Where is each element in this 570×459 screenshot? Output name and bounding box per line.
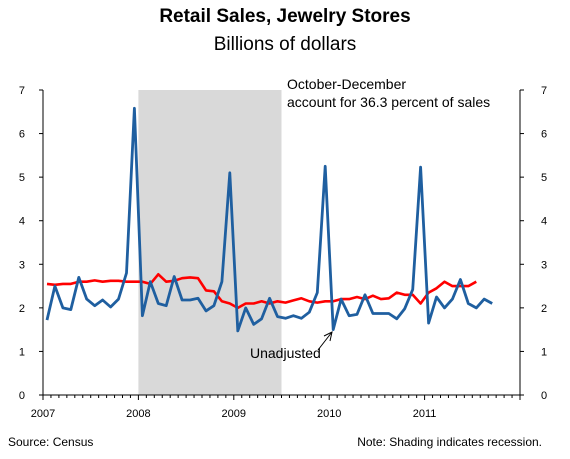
y-tick-label-right: 0 <box>541 390 547 402</box>
annotation-unadjusted: Unadjusted <box>250 345 321 361</box>
y-tick-label-right: 6 <box>541 129 547 141</box>
y-tick-label-right: 3 <box>541 259 547 271</box>
annotation-arrow <box>317 331 333 351</box>
y-tick-label-left: 3 <box>19 259 25 271</box>
y-tick-label-right: 5 <box>541 172 547 184</box>
chart-subtitle: Billions of dollars <box>213 34 357 55</box>
x-tick-label: 2009 <box>222 408 246 420</box>
y-tick-label-right: 7 <box>541 85 547 97</box>
y-tick-label-right: 4 <box>541 216 547 228</box>
annotation-oct-dec: October-December <box>287 76 406 92</box>
y-tick-label-left: 7 <box>19 85 25 97</box>
x-tick-label: 2008 <box>126 408 150 420</box>
series-line-adjusted <box>46 272 477 310</box>
y-tick-label-right: 2 <box>541 303 547 315</box>
source-note: Source: Census <box>8 435 94 449</box>
x-tick-label: 2010 <box>317 408 341 420</box>
y-tick-label-left: 4 <box>19 216 25 228</box>
recession-shading <box>138 90 282 395</box>
chart-title: Retail Sales, Jewelry Stores <box>159 6 411 27</box>
y-tick-label-left: 6 <box>19 129 25 141</box>
y-tick-label-left: 5 <box>19 172 25 184</box>
x-tick-label: 2007 <box>31 408 55 420</box>
y-tick-label-left: 1 <box>19 346 25 358</box>
y-tick-label-left: 0 <box>19 390 25 402</box>
annotation-percent: account for 36.3 percent of sales <box>287 94 490 110</box>
y-tick-label-left: 2 <box>19 303 25 315</box>
y-tick-label-right: 1 <box>541 346 547 358</box>
x-tick-label: 2011 <box>413 408 437 420</box>
shading-note: Note: Shading indicates recession. <box>357 435 542 449</box>
series-line-unadjusted <box>45 106 493 333</box>
